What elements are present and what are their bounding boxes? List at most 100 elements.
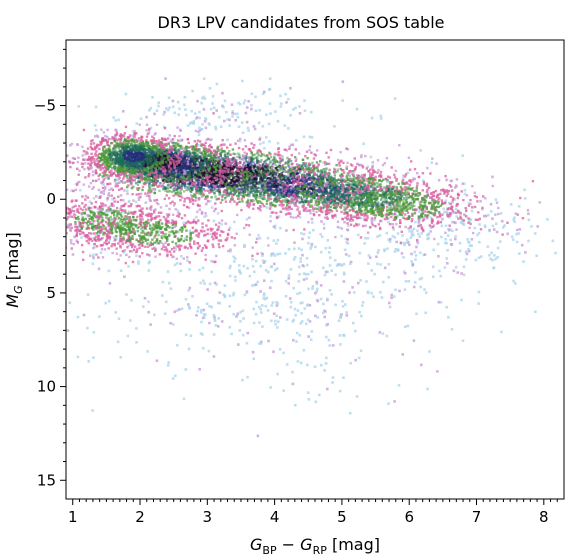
density-point — [182, 190, 186, 193]
density-point — [229, 143, 232, 146]
density-point — [226, 146, 229, 149]
sparse-point — [296, 292, 299, 296]
density-point — [155, 180, 158, 184]
sparse-point — [299, 257, 302, 260]
sparse-point — [392, 228, 395, 231]
density-point — [281, 181, 284, 185]
density-point — [228, 149, 231, 153]
sparse-point — [211, 102, 214, 105]
sparse-point — [388, 305, 392, 309]
density-point — [194, 180, 198, 183]
density-point — [221, 166, 225, 169]
density-point — [154, 165, 157, 168]
density-point — [218, 185, 222, 189]
sparse-point — [224, 222, 228, 225]
sparse-point — [199, 281, 202, 285]
density-point — [244, 160, 248, 163]
density-point — [276, 171, 279, 174]
sparse-point — [478, 223, 481, 226]
sparse-point — [400, 252, 404, 255]
sparse-point — [178, 308, 181, 311]
sparse-point — [164, 77, 167, 80]
sparse-point — [301, 253, 304, 257]
sparse-point — [429, 216, 433, 220]
sparse-point — [217, 115, 221, 119]
sparse-point — [259, 290, 262, 293]
density-point — [246, 180, 249, 183]
density-point — [177, 175, 180, 178]
density-point — [255, 165, 259, 168]
sparse-point — [300, 311, 303, 315]
density-point — [259, 160, 262, 163]
sparse-point — [334, 215, 338, 218]
sparse-point — [446, 262, 449, 265]
sparse-point — [326, 387, 329, 391]
density-point — [239, 168, 242, 171]
density-point — [352, 170, 356, 173]
density-point — [202, 143, 205, 146]
density-point — [150, 173, 153, 177]
density-point — [212, 149, 215, 153]
sparse-point — [443, 210, 446, 214]
sparse-point — [232, 291, 236, 295]
density-point — [234, 170, 238, 173]
density-point — [203, 170, 206, 174]
sparse-point — [221, 91, 224, 95]
sparse-point — [460, 272, 463, 275]
sparse-point — [229, 264, 232, 268]
density-point — [252, 166, 255, 169]
density-point — [49, 137, 51, 139]
sparse-point — [237, 343, 240, 346]
sparse-point — [365, 280, 368, 283]
density-point — [241, 183, 244, 187]
density-point — [194, 193, 197, 197]
density-point — [170, 150, 173, 153]
density-point — [205, 169, 209, 172]
density-point — [122, 199, 125, 202]
sparse-point — [209, 107, 213, 111]
density-point — [194, 129, 198, 133]
sparse-point — [454, 221, 457, 225]
sparse-point — [282, 351, 285, 355]
density-point — [106, 135, 109, 139]
density-point — [99, 165, 102, 168]
density-point — [240, 208, 243, 212]
sparse-point — [232, 255, 235, 259]
sparse-point — [270, 304, 274, 307]
density-point — [257, 201, 260, 204]
density-point — [243, 161, 246, 164]
sparse-point — [444, 241, 447, 245]
sparse-point — [147, 269, 151, 272]
density-point — [405, 193, 408, 197]
sparse-point — [344, 303, 347, 306]
density-point — [144, 192, 147, 195]
density-point — [237, 184, 240, 187]
density-point — [241, 148, 245, 151]
sparse-point — [92, 331, 96, 334]
sparse-point — [261, 259, 265, 262]
density-point — [213, 168, 216, 171]
density-point — [193, 161, 196, 164]
density-point — [178, 174, 181, 177]
sparse-point — [208, 305, 211, 308]
sparse-point — [272, 350, 275, 353]
density-point — [229, 153, 232, 156]
density-point — [250, 155, 254, 158]
sparse-point — [149, 126, 153, 130]
sparse-point — [93, 124, 97, 127]
density-point — [223, 154, 227, 157]
density-point — [232, 152, 235, 156]
sparse-point — [168, 106, 171, 110]
density-point — [178, 135, 181, 138]
density-point — [293, 166, 297, 169]
density-point — [123, 181, 127, 184]
sparse-point — [228, 274, 232, 278]
sparse-point — [153, 313, 156, 317]
sparse-point — [222, 105, 225, 109]
density-point — [212, 173, 215, 176]
density-point — [211, 175, 214, 179]
density-point — [111, 166, 114, 170]
sparse-point — [523, 197, 527, 200]
sparse-point — [324, 270, 328, 274]
sparse-point — [387, 402, 390, 405]
